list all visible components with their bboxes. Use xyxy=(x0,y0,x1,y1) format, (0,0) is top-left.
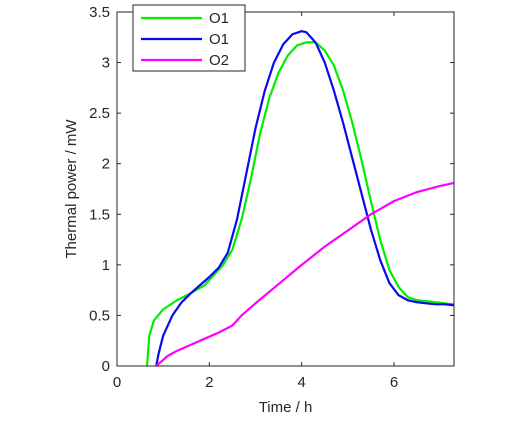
x-tick-label-0: 0 xyxy=(113,374,121,391)
legend-label-1: O1 xyxy=(209,31,229,48)
y-axis-label: Thermal power / mW xyxy=(63,119,80,259)
y-tick-label-7: 3.5 xyxy=(89,4,110,21)
y-tick-label-2: 1 xyxy=(102,257,110,274)
x-tick-label-3: 6 xyxy=(390,374,398,391)
x-tick-label-2: 4 xyxy=(297,374,305,391)
series-line-2 xyxy=(155,181,455,367)
x-tick-label-1: 2 xyxy=(205,374,213,391)
y-tick-label-1: 0.5 xyxy=(89,307,110,324)
legend: O1 O1 O2 xyxy=(132,4,246,72)
tick-layer: 0 2 4 6 0 0.5 1 1.5 2 2.5 3 3.5 xyxy=(89,4,454,391)
y-tick-label-6: 3 xyxy=(102,55,110,72)
y-tick-label-5: 2.5 xyxy=(89,105,110,122)
x-axis-label: Time / h xyxy=(259,399,313,416)
legend-label-0: O1 xyxy=(209,10,229,27)
y-tick-label-0: 0 xyxy=(102,358,110,375)
axes-box xyxy=(116,11,455,367)
series-layer xyxy=(145,30,455,367)
series-line-0 xyxy=(145,41,455,367)
series-line-1 xyxy=(155,30,455,367)
y-tick-label-3: 1.5 xyxy=(89,206,110,223)
y-tick-label-4: 2 xyxy=(102,156,110,173)
legend-label-2: O2 xyxy=(209,52,229,69)
